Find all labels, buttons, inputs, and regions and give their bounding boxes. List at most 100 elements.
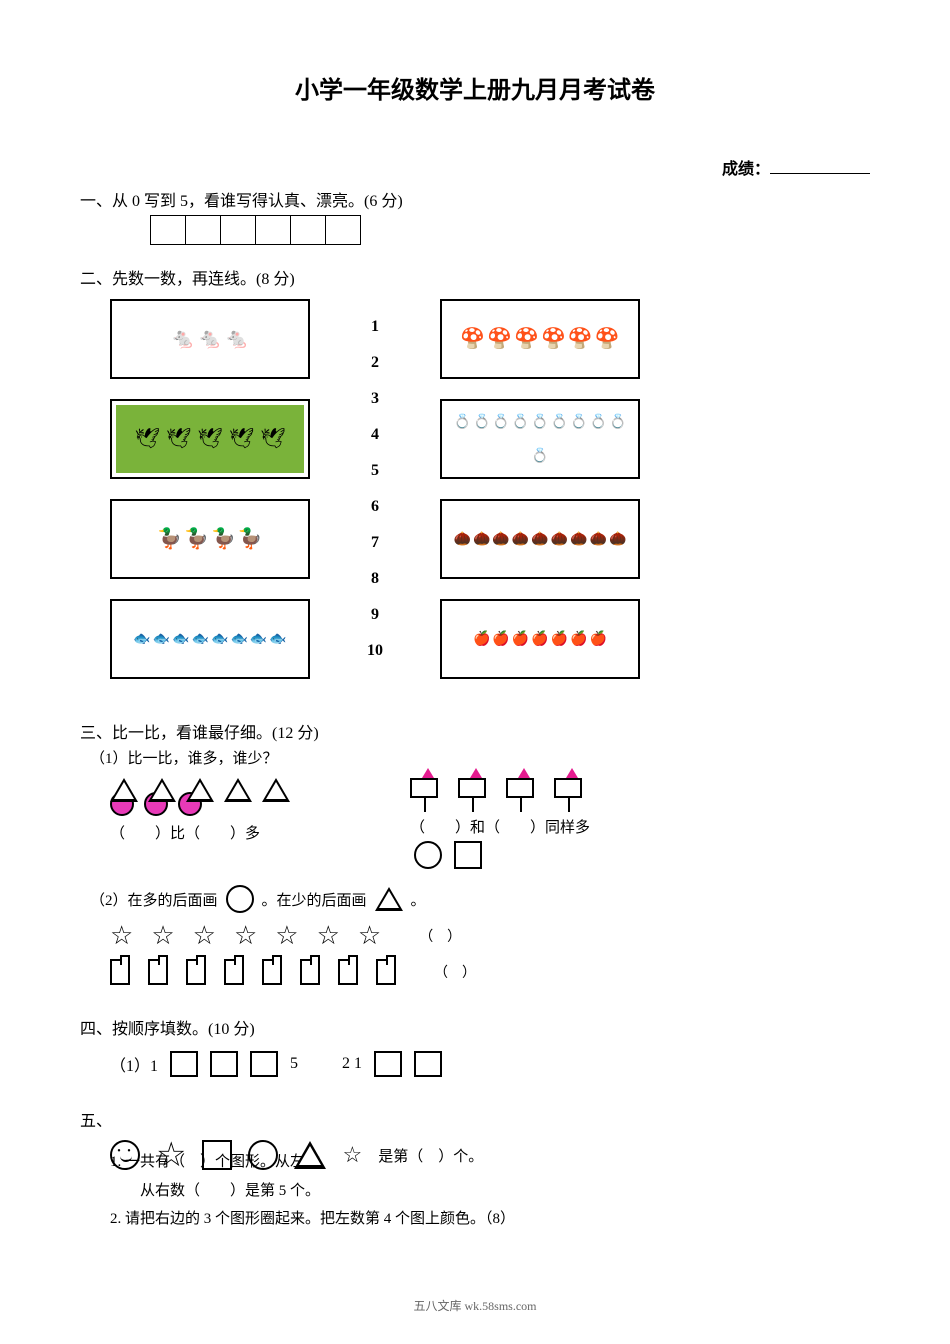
- star-icon: ☆: [193, 921, 216, 951]
- number-label: 8: [360, 561, 390, 597]
- q3-left-col: （ ）比（ ）多: [110, 778, 290, 869]
- answer-paren[interactable]: （ ）: [434, 962, 476, 982]
- q5-line2: 从右数（ ）是第 5 个。: [140, 1179, 870, 1203]
- number-label: 1: [360, 309, 390, 345]
- q4-head: 四、按顺序填数。(10 分): [80, 1015, 870, 1039]
- star-icon: ☆: [317, 921, 340, 951]
- sub2-text-b: 。在少的后面画: [262, 889, 367, 910]
- q3-sub2: （2）在多的后面画 。在少的后面画 。: [90, 885, 426, 913]
- write-box[interactable]: [290, 215, 326, 245]
- fill-box[interactable]: [374, 1051, 402, 1077]
- triangle-icon: [294, 1141, 326, 1169]
- q3-right-col: （ ）和（ ）同样多: [410, 778, 590, 869]
- item-glyph: 🕊: [197, 429, 222, 449]
- star-icon: ☆: [342, 1142, 362, 1168]
- item-glyph: 🍎: [551, 631, 568, 648]
- number-label: 9: [360, 597, 390, 633]
- draw-circle-icon: [226, 885, 254, 913]
- picture-box: 🐟🐟🐟🐟🐟🐟🐟🐟: [110, 599, 310, 679]
- item-glyph: 💍: [590, 414, 607, 431]
- compare-text-right: （ ）和（ ）同样多: [410, 816, 590, 837]
- q5-line1a: 1. 一共有（ ）个图形。从左数: [110, 1150, 320, 1171]
- item-glyph: 💍: [551, 414, 568, 431]
- number-label: 3: [360, 381, 390, 417]
- item-glyph: 🍎: [570, 631, 587, 648]
- q4-row: （1）1 5 2 1: [110, 1051, 870, 1077]
- score-line: 成绩：: [80, 155, 870, 179]
- picture-box: 🦆🦆🦆🦆: [110, 499, 310, 579]
- fill-box[interactable]: [170, 1051, 198, 1077]
- score-blank[interactable]: [770, 173, 870, 174]
- item-glyph: 🌰: [454, 531, 471, 548]
- item-glyph: 🍎: [531, 631, 548, 648]
- q1-boxes: [150, 215, 870, 245]
- rect-icon: [262, 959, 282, 985]
- fill-box[interactable]: [250, 1051, 278, 1077]
- item-glyph: 🐟: [211, 631, 228, 648]
- number-label: 6: [360, 489, 390, 525]
- q2-area: 12345678910 🐁🐁🐁🕊🕊🕊🕊🕊🦆🦆🦆🦆🐟🐟🐟🐟🐟🐟🐟🐟 🍄🍄🍄🍄🍄🍄💍…: [80, 299, 870, 719]
- number-label: 7: [360, 525, 390, 561]
- number-label: 10: [360, 633, 390, 669]
- write-box[interactable]: [150, 215, 186, 245]
- item-glyph: 💍: [512, 414, 529, 431]
- q4-seq2: 2 1: [342, 1055, 362, 1073]
- q3-sub2-row: （2）在多的后面画 。在少的后面画 。: [80, 881, 870, 913]
- item-glyph: 💍: [492, 414, 509, 431]
- item-glyph: 💍: [609, 414, 626, 431]
- answer-paren[interactable]: （ ）: [419, 926, 461, 946]
- item-glyph: 🦆: [238, 529, 263, 549]
- item-glyph: 🦆: [184, 529, 209, 549]
- item-glyph: 💍: [454, 414, 471, 431]
- item-glyph: 🐟: [230, 631, 247, 648]
- write-box[interactable]: [185, 215, 221, 245]
- fill-box[interactable]: [414, 1051, 442, 1077]
- item-glyph: 🐟: [153, 631, 170, 648]
- item-glyph: 🌰: [473, 531, 490, 548]
- picture-box: 💍💍💍💍💍💍💍💍💍💍: [440, 399, 640, 479]
- picture-box: 🐁🐁🐁: [110, 299, 310, 379]
- flag-row: [410, 778, 590, 798]
- draw-triangle-icon: [375, 887, 403, 911]
- number-label: 5: [360, 453, 390, 489]
- item-glyph: 💍: [531, 414, 548, 431]
- item-glyph: 🍄: [460, 329, 485, 349]
- picture-box: 🍎🍎🍎🍎🍎🍎🍎: [440, 599, 640, 679]
- star-row: ☆☆☆☆☆☆☆（ ）: [110, 921, 870, 951]
- fill-box[interactable]: [210, 1051, 238, 1077]
- item-glyph: 🍎: [512, 631, 529, 648]
- q5-line1b: 是第（ ）个。: [378, 1145, 483, 1166]
- circle-slot: [414, 841, 442, 869]
- item-glyph: 🌰: [512, 531, 529, 548]
- picture-box: 🕊🕊🕊🕊🕊: [110, 399, 310, 479]
- item-glyph: 💍: [473, 414, 490, 431]
- item-glyph: 🍄: [568, 329, 593, 349]
- write-box[interactable]: [325, 215, 361, 245]
- footer: 五八文库 wk.58sms.com: [0, 1297, 950, 1314]
- star-icon: ☆: [275, 921, 298, 951]
- picture-box: 🌰🌰🌰🌰🌰🌰🌰🌰🌰: [440, 499, 640, 579]
- q5-line3: 2. 请把右边的 3 个图形圈起来。把左数第 4 个图上颜色。（8）: [110, 1207, 870, 1231]
- rect-icon: [376, 959, 396, 985]
- face-icon: [110, 1140, 140, 1170]
- number-label: 4: [360, 417, 390, 453]
- rect-icon: [148, 959, 168, 985]
- write-box[interactable]: [255, 215, 291, 245]
- item-glyph: 🌰: [551, 531, 568, 548]
- q2-head: 二、先数一数，再连线。(8 分): [80, 265, 870, 289]
- item-glyph: 🍎: [473, 631, 490, 648]
- item-glyph: 🕊: [166, 429, 191, 449]
- star-icon: ☆: [358, 921, 381, 951]
- sub2-text-c: 。: [411, 889, 426, 910]
- item-glyph: 🐁: [171, 329, 196, 349]
- rect-row: （ ）: [110, 959, 870, 985]
- q5-head: 五、: [80, 1107, 870, 1131]
- write-box[interactable]: [220, 215, 256, 245]
- compare-text-left: （ ）比（ ）多: [110, 822, 290, 843]
- item-glyph: 🦆: [157, 529, 182, 549]
- number-column: 12345678910: [360, 309, 390, 669]
- triangle-icon: [262, 778, 290, 802]
- item-glyph: 🐟: [192, 631, 209, 648]
- score-label: 成绩：: [722, 161, 770, 178]
- triangle-icon: [224, 778, 252, 802]
